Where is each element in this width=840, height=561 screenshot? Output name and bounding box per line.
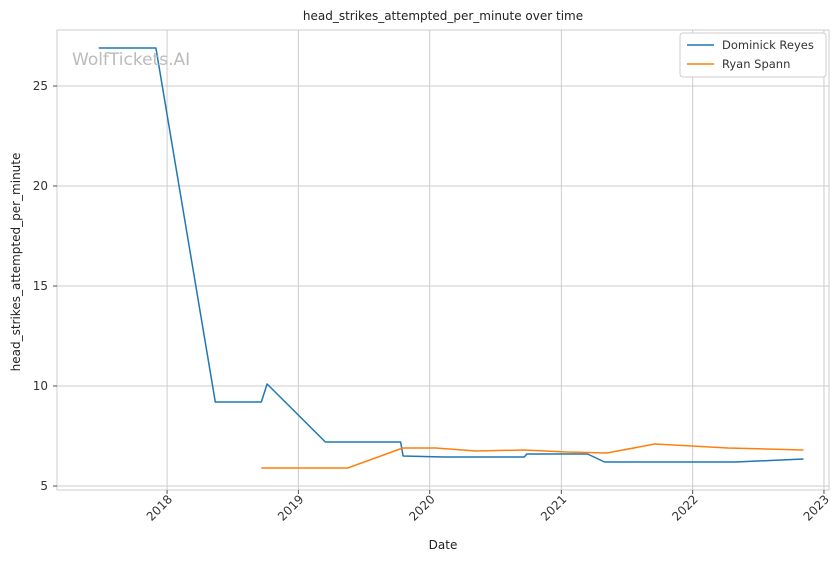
plot-frame	[56, 29, 830, 491]
y-tick-label: 25	[33, 79, 48, 93]
grid-lines	[57, 30, 829, 490]
series-line-ryan-spann	[261, 443, 804, 469]
legend-label-ryan-spann: Ryan Spann	[722, 57, 790, 71]
legend-box	[679, 32, 827, 78]
watermark: WolfTickets.AI	[72, 50, 190, 70]
y-tick-label: 5	[40, 479, 48, 493]
series-line-dominick-reyes	[98, 47, 804, 463]
legend: Dominick Reyes Ryan Spann	[679, 32, 827, 78]
y-tick-label: 20	[33, 179, 48, 193]
y-tick-label: 15	[33, 279, 48, 293]
y-tick-label: 10	[33, 379, 48, 393]
y-axis-title: head_strikes_attempted_per_minute	[9, 153, 23, 372]
chart-title: head_strikes_attempted_per_minute over t…	[303, 9, 583, 23]
legend-label-dominick-reyes: Dominick Reyes	[722, 38, 814, 52]
series-lines	[98, 47, 804, 469]
x-axis-title: Date	[429, 538, 458, 552]
